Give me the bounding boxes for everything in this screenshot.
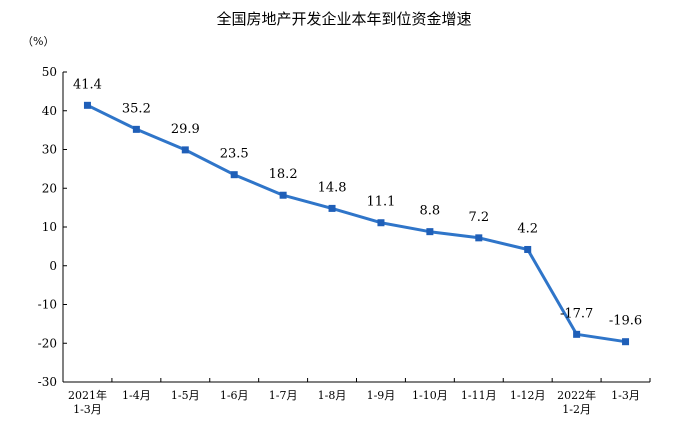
x-tick-label: 2022年 1-2月 bbox=[557, 388, 596, 416]
data-label: 4.2 bbox=[517, 221, 538, 236]
data-point-marker bbox=[132, 125, 140, 133]
x-tick-label: 1-10月 bbox=[412, 389, 448, 402]
data-label: 29.9 bbox=[171, 122, 200, 137]
chart-title: 全国房地产开发企业本年到位资金增速 bbox=[216, 10, 472, 28]
data-point-marker bbox=[426, 228, 434, 236]
y-tick-label: -20 bbox=[38, 336, 57, 350]
x-tick-label: 1-5月 bbox=[171, 389, 200, 402]
data-point-marker bbox=[475, 234, 483, 242]
series-line bbox=[86, 103, 626, 344]
data-label: 23.5 bbox=[220, 147, 249, 162]
x-tick-label: 2021年 1-3月 bbox=[68, 388, 107, 416]
data-point-marker bbox=[524, 245, 532, 253]
y-tick-label: 40 bbox=[42, 104, 57, 118]
data-point-marker bbox=[181, 146, 189, 154]
x-tick-label: 1-4月 bbox=[122, 389, 151, 402]
data-point-marker bbox=[377, 219, 385, 227]
y-tick-label: 0 bbox=[49, 259, 57, 273]
data-point-marker bbox=[622, 338, 630, 346]
data-label: 14.8 bbox=[318, 180, 347, 195]
data-point-marker bbox=[573, 330, 581, 338]
data-point-marker bbox=[83, 101, 91, 109]
y-tick-label: -30 bbox=[38, 375, 57, 389]
y-tick-label: 50 bbox=[42, 65, 57, 79]
data-label: 7.2 bbox=[468, 210, 489, 225]
x-tick-label: 1-7月 bbox=[269, 389, 298, 402]
data-point-marker bbox=[279, 191, 287, 199]
data-label: 11.1 bbox=[366, 195, 395, 210]
x-tick-label: 1-6月 bbox=[220, 389, 249, 402]
y-tick-label: 20 bbox=[42, 181, 57, 195]
data-label: 8.8 bbox=[420, 204, 441, 219]
y-tick-label: 30 bbox=[42, 143, 57, 157]
data-point-marker bbox=[230, 171, 238, 179]
data-label: -19.6 bbox=[609, 314, 642, 329]
data-label: 18.2 bbox=[269, 167, 298, 182]
data-label: -17.7 bbox=[560, 306, 593, 321]
data-label: 35.2 bbox=[122, 101, 151, 116]
x-tick-label: 1-12月 bbox=[510, 389, 546, 402]
x-tick-label: 1-9月 bbox=[367, 389, 396, 402]
data-point-marker bbox=[328, 204, 336, 212]
x-tick-label: 1-3月 bbox=[611, 389, 640, 402]
y-tick-label: -10 bbox=[38, 298, 57, 312]
data-label: 41.4 bbox=[73, 77, 102, 92]
x-tick-label: 1-11月 bbox=[461, 389, 497, 402]
y-axis-unit: （%） bbox=[22, 35, 55, 48]
x-tick-label: 1-8月 bbox=[318, 389, 347, 402]
y-tick-label: 10 bbox=[42, 220, 57, 234]
